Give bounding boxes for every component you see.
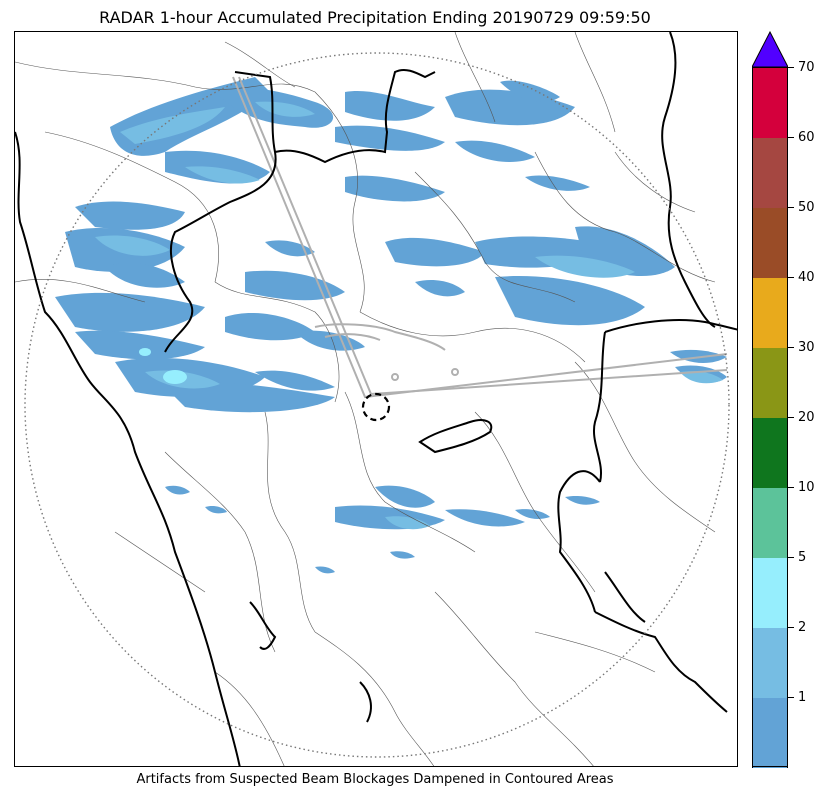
colorbar-overflow-arrow	[752, 31, 788, 68]
colorbar-tick	[788, 277, 794, 278]
colorbar-tick-label: 20	[798, 410, 815, 425]
colorbar-bin-1	[752, 697, 788, 768]
colorbar-tick	[788, 207, 794, 208]
colorbar-tick-label: 30	[798, 340, 815, 355]
state-boundaries	[15, 32, 737, 766]
colorbar-tick-label: 70	[798, 60, 815, 75]
colorbar-bin-40	[752, 277, 788, 348]
colorbar-tick	[788, 347, 794, 348]
colorbar-bin-5	[752, 557, 788, 628]
colorbar-tick	[788, 697, 794, 698]
colorbar	[752, 31, 788, 768]
map-title: RADAR 1-hour Accumulated Precipitation E…	[99, 8, 651, 27]
radar-range-ring	[24, 52, 730, 758]
map-footer-note: Artifacts from Suspected Beam Blockages …	[136, 772, 614, 787]
colorbar-tick	[788, 67, 794, 68]
colorbar-bin-10	[752, 487, 788, 558]
colorbar-tick	[788, 627, 794, 628]
colorbar-bin-50	[752, 207, 788, 278]
colorbar-bin-60	[752, 137, 788, 208]
colorbar-tick-label: 60	[798, 130, 815, 145]
colorbar-tick	[788, 487, 794, 488]
colorbar-tick-label: 10	[798, 480, 815, 495]
colorbar-tick-label: 50	[798, 200, 815, 215]
colorbar-bin-70	[752, 67, 788, 138]
radar-center-marker	[361, 392, 391, 422]
colorbar-tick	[788, 557, 794, 558]
colorbar-tick-label: 1	[798, 690, 807, 705]
moderate-rain-layer	[139, 348, 187, 384]
colorbar-tick	[788, 417, 794, 418]
radar-map[interactable]	[14, 31, 738, 767]
colorbar-bin-2	[752, 627, 788, 698]
beam-blockage-contours	[232, 76, 728, 399]
colorbar-bin-20	[752, 417, 788, 488]
colorbar-bin-30	[752, 347, 788, 418]
colorbar-tick-label: 5	[798, 550, 807, 565]
district-boundaries	[15, 32, 716, 766]
colorbar-tick	[788, 137, 794, 138]
radar-map-canvas	[15, 32, 737, 766]
colorbar-tick-label: 40	[798, 270, 815, 285]
colorbar-tick-label: 2	[798, 620, 807, 635]
